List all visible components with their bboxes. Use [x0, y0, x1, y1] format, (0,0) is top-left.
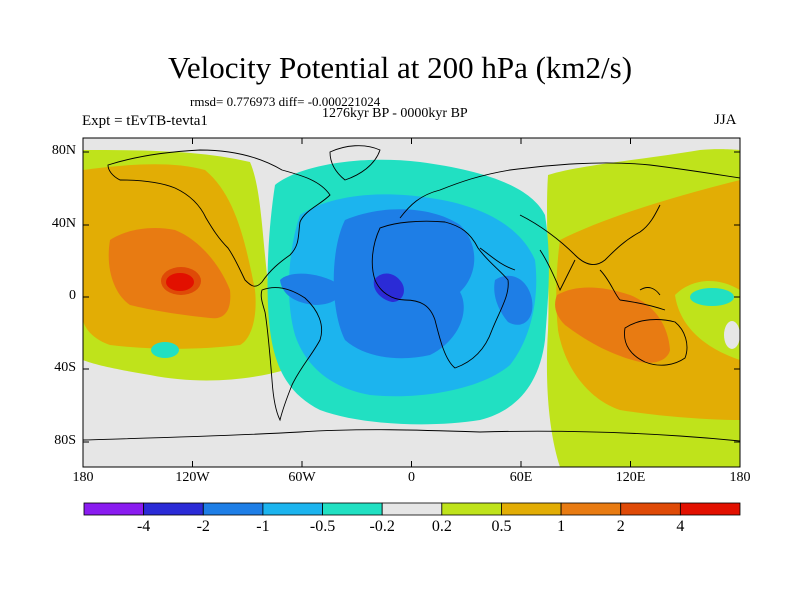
- lon-tick-label: 0: [408, 470, 415, 485]
- lon-tick-label: 60W: [288, 470, 316, 485]
- lat-tick-label: 80N: [51, 143, 76, 158]
- lat-tick-label: 40S: [54, 360, 76, 375]
- lon-tick-label: 180: [72, 470, 94, 485]
- coastlines: [83, 145, 740, 442]
- season-label: JJA: [714, 112, 737, 128]
- colorbar-swatch: [322, 502, 383, 516]
- contour-field: [83, 138, 740, 467]
- positive-region: [166, 273, 194, 291]
- colorbar-swatch: [679, 502, 741, 516]
- negative-region: [333, 209, 475, 359]
- lon-tick-label: 180: [729, 470, 751, 485]
- negative-region: [373, 273, 404, 302]
- negative-region: [151, 342, 179, 358]
- colorbar-tick-label: -0.2: [369, 518, 395, 535]
- positive-region: [556, 180, 740, 420]
- lat-tick-label: 0: [69, 288, 76, 303]
- colorbar-swatch: [620, 502, 681, 516]
- lat-tick-label: 80S: [54, 433, 76, 448]
- stats-line: rmsd= 0.776973 diff= -0.000221024: [190, 94, 381, 109]
- colorbar-swatch: [381, 502, 443, 516]
- lon-tick-label: 60E: [509, 470, 533, 485]
- colorbar-tick-label: 4: [676, 518, 685, 535]
- neutral-region: [724, 321, 740, 349]
- colorbar-swatch: [143, 502, 204, 516]
- lon-tick-label: 120E: [615, 470, 646, 485]
- period-label: 1276kyr BP - 0000kyr BP: [322, 106, 468, 121]
- colorbar-tick-label: -4: [136, 518, 151, 535]
- negative-region: [690, 288, 734, 306]
- colorbar-tick-label: 0.2: [431, 518, 452, 535]
- colorbar-tick-label: 0.5: [491, 518, 512, 535]
- colorbar-swatch: [83, 502, 145, 516]
- colorbar-swatch: [202, 502, 264, 516]
- colorbar: [83, 502, 741, 516]
- axis-ticks: [82, 138, 741, 467]
- colorbar-tick-label: 2: [616, 518, 625, 535]
- lat-tick-label: 40N: [51, 216, 76, 231]
- lon-tick-label: 120W: [175, 470, 210, 485]
- negative-region: [494, 275, 533, 325]
- colorbar-tick-label: -0.5: [309, 518, 336, 535]
- experiment-label: Expt = tEvTB-tevta1: [82, 113, 208, 129]
- colorbar-swatch: [262, 502, 323, 516]
- negative-region: [280, 273, 342, 305]
- colorbar-tick-label: -1: [256, 518, 270, 535]
- positive-region: [555, 287, 670, 363]
- colorbar-swatch: [501, 502, 562, 516]
- colorbar-swatch: [560, 502, 622, 516]
- colorbar-tick-label: -2: [196, 518, 210, 535]
- colorbar-swatch: [441, 502, 502, 516]
- colorbar-tick-label: 1: [557, 518, 566, 535]
- map-title: Velocity Potential at 200 hPa (km2/s): [167, 50, 633, 85]
